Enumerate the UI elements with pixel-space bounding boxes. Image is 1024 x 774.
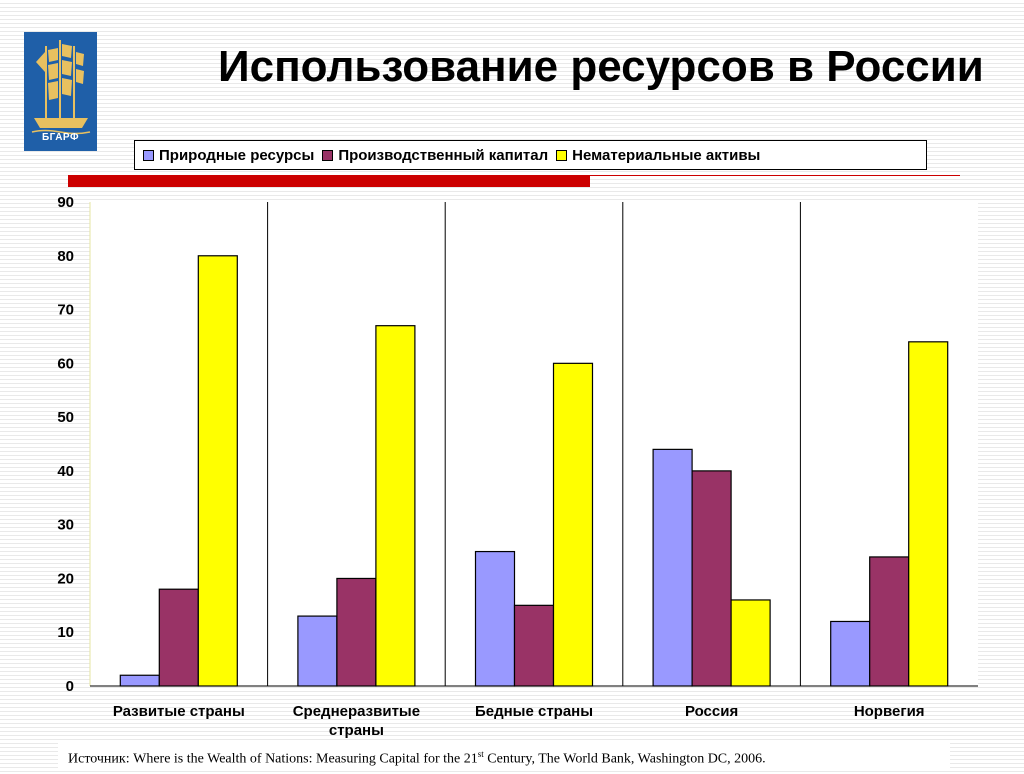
bar: [730, 599, 771, 687]
y-tick-label: 20: [57, 570, 74, 587]
x-tick-label: Среднеразвитые страны: [293, 703, 420, 739]
logo: БГАРФ: [24, 32, 97, 151]
legend-item-intangible: Нематериальные активы: [556, 147, 760, 164]
y-tick-label: 10: [57, 624, 74, 641]
legend-label-intangible: Нематериальные активы: [572, 146, 761, 164]
bar: [297, 615, 338, 687]
accent-bar: [68, 175, 590, 187]
bar: [158, 588, 199, 687]
x-tick-label: Россия: [685, 703, 738, 720]
bar: [552, 362, 594, 687]
x-tick-label: Бедные страны: [475, 703, 593, 720]
bar: [652, 448, 693, 687]
chart-legend: Природные ресурсы Производственный капит…: [134, 140, 927, 170]
y-tick-label: 30: [57, 517, 74, 534]
y-tick-label: 50: [57, 409, 74, 426]
bar-chart: 0 10 20 30 40 50 60 70 80 90 Развитые страны Средне…: [57, 194, 978, 739]
source-superscript: st: [477, 749, 484, 759]
sailing-ship-icon: [31, 40, 91, 135]
source-text: Источник: Where is the Wealth of Nations…: [68, 751, 478, 767]
y-tick-label: 60: [57, 355, 74, 372]
y-tick-label: 70: [57, 302, 74, 319]
logo-text: БГАРФ: [41, 132, 80, 143]
bar: [908, 341, 949, 687]
bar: [513, 604, 555, 687]
legend-label-production: Производственный капитал: [338, 146, 549, 164]
y-tick-label: 40: [57, 463, 74, 480]
page-title: Использование ресурсов в России: [218, 42, 984, 91]
bar: [375, 325, 416, 687]
y-tick-label: 0: [66, 678, 74, 695]
legend-label-natural: Природные ресурсы: [159, 146, 315, 164]
bar: [691, 470, 732, 687]
legend-swatch-intangible: [556, 149, 568, 161]
x-tick-label: Норвегия: [854, 703, 925, 720]
source-note: Источник: Where is the Wealth of Nations…: [58, 740, 950, 768]
legend-item-natural: Природные ресурсы: [143, 147, 314, 164]
source-text-end: Century, The World Bank, Washington DC, …: [483, 751, 766, 767]
legend-item-production: Производственный капитал: [322, 147, 548, 164]
bar: [830, 620, 871, 687]
bar: [869, 556, 910, 687]
bar: [336, 577, 377, 687]
legend-swatch-production: [322, 149, 334, 161]
y-tick-label: 80: [57, 248, 74, 265]
x-tick-label: Развитые страны: [113, 703, 245, 720]
accent-line: [590, 175, 960, 176]
bar: [474, 550, 516, 687]
y-tick-label: 90: [57, 194, 74, 211]
bar: [197, 255, 238, 687]
bar: [119, 674, 160, 687]
legend-swatch-natural: [143, 149, 154, 161]
